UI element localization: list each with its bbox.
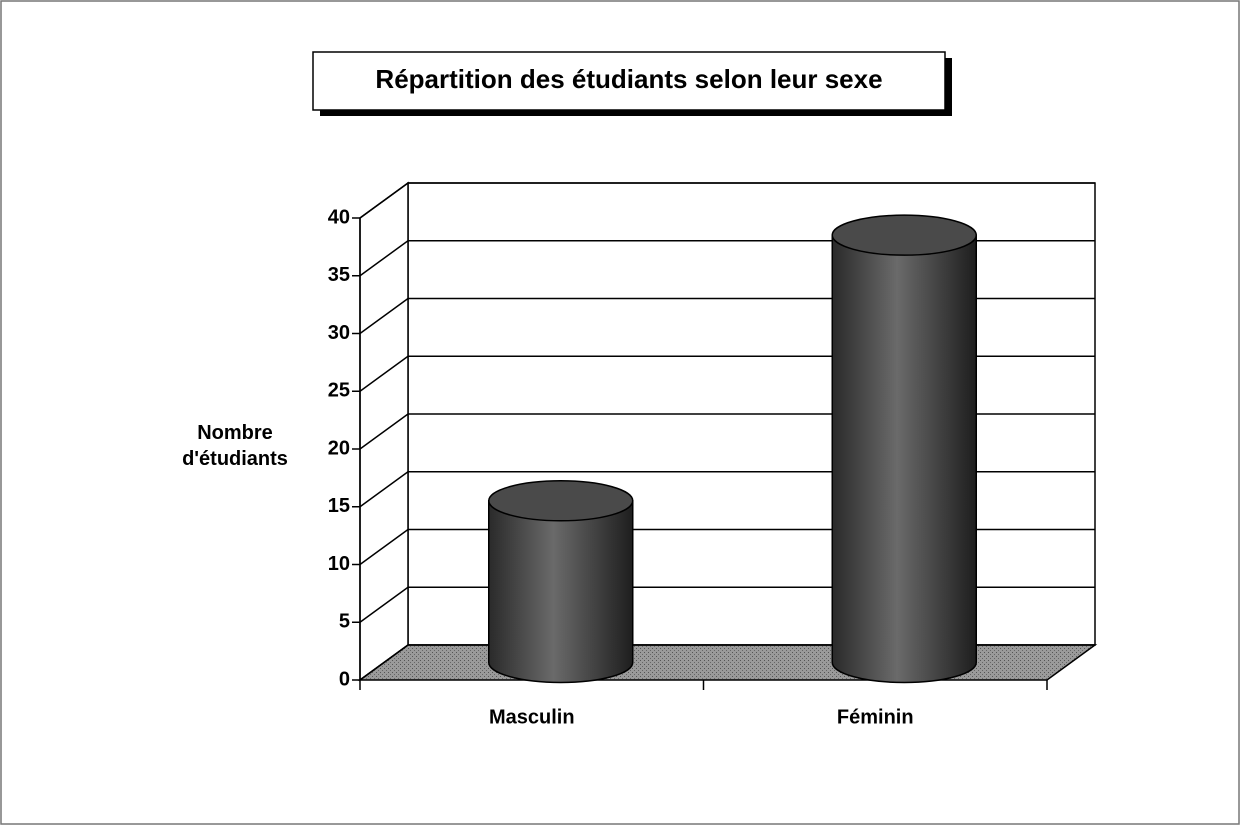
y-tick-label: 35 (328, 264, 350, 286)
y-tick-label: 30 (328, 322, 350, 344)
bar-top (488, 480, 634, 522)
bar (831, 234, 977, 684)
y-tick-label: 0 (339, 668, 350, 690)
floor (357, 644, 1098, 681)
y-tick-label: 40 (328, 206, 350, 228)
grid-line (359, 182, 1095, 219)
chart-title: Répartition des étudiants selon leur sex… (375, 64, 882, 94)
y-tick-label: 15 (328, 495, 350, 517)
y-tick-label: 25 (328, 380, 350, 402)
y-tick-label: 10 (328, 553, 350, 575)
title-box (312, 51, 946, 111)
x-tick-label: Masculin (489, 706, 575, 728)
bar (488, 500, 634, 684)
bar-top (831, 214, 977, 256)
y-tick-label: 20 (328, 437, 350, 459)
y-axis-label: Nombre d'étudiants (182, 422, 288, 470)
plot: 0 5 10 15 20 25 30 35 40 Masculin Féminin (328, 181, 1098, 728)
y-tick-label: 5 (339, 611, 350, 633)
x-tick-label: Féminin (837, 706, 914, 728)
